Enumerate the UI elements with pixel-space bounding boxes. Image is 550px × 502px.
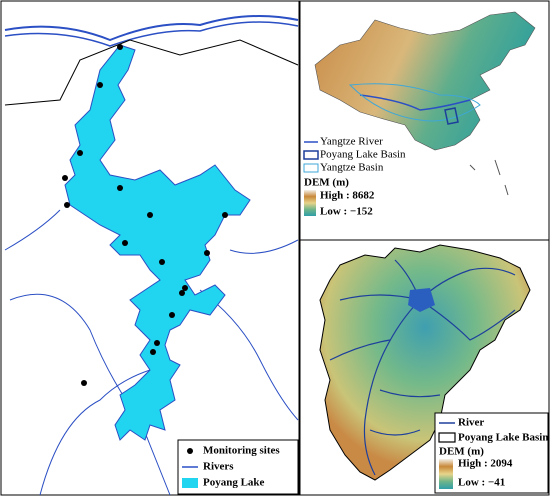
legend-label: Monitoring sites [203, 445, 280, 457]
site [64, 202, 70, 208]
river [369, 429, 421, 436]
site [117, 44, 123, 50]
river [419, 267, 516, 301]
legend-symbol [303, 163, 319, 173]
left-map: Monitoring sites Rivers Poyang Lake [0, 0, 300, 496]
river [329, 339, 391, 361]
site [150, 349, 156, 355]
site [117, 185, 123, 191]
river [199, 289, 299, 421]
river [419, 299, 516, 341]
poyang-lake [408, 288, 435, 312]
site [77, 150, 83, 156]
river [4, 15, 299, 42]
yangtze-basin [348, 83, 481, 122]
site [97, 82, 103, 88]
monitoring-sites [62, 44, 228, 386]
river [4, 209, 61, 251]
dem-ramp [304, 190, 316, 216]
river [363, 299, 421, 476]
boundary [4, 39, 299, 106]
dem-high: High : 2094 [458, 458, 513, 470]
site [122, 240, 128, 246]
dem-ramp [439, 459, 453, 489]
legend-label: Poyang Lake [203, 477, 265, 489]
site [159, 259, 165, 265]
site [81, 380, 87, 386]
river [39, 369, 151, 496]
bottom-right-legend: River Poyang Lake Basin DEM (m) High : 2… [434, 412, 549, 494]
dem-title: DEM (m) [304, 177, 349, 189]
dem-low: Low : −152 [320, 206, 373, 218]
legend-label: River [458, 417, 484, 429]
dem-high: High : 8682 [320, 190, 375, 202]
legend-label: Poyang Lake Basin [458, 432, 548, 444]
legend-symbol [182, 478, 198, 488]
river [229, 239, 299, 254]
legend-label: Poyang Lake Basin [320, 149, 406, 161]
site [204, 250, 210, 256]
site [154, 340, 160, 346]
legend-label: Yangtze River [320, 136, 383, 148]
islands [469, 159, 509, 196]
legend-box [434, 412, 549, 494]
river [9, 293, 171, 496]
china-dem [314, 11, 536, 151]
bottom-right-map: River Poyang Lake Basin DEM (m) High : 2… [299, 239, 550, 496]
site [62, 175, 68, 181]
legend-symbol [438, 432, 456, 443]
site [179, 290, 185, 296]
legend-symbol [303, 150, 319, 160]
top-right-map: Yangtze River Poyang Lake Basin Yangtze … [299, 0, 550, 241]
site [182, 285, 188, 291]
site [147, 212, 153, 218]
site [169, 312, 175, 318]
basin-outline [444, 107, 459, 125]
legend-label: Rivers [203, 461, 234, 473]
left-legend: Monitoring sites Rivers Poyang Lake [177, 439, 299, 495]
river [379, 389, 441, 398]
top-right-legend: Yangtze River Poyang Lake Basin Yangtze … [303, 136, 406, 218]
legend-label: Yangtze Basin [320, 162, 384, 174]
river [4, 21, 299, 47]
site [222, 212, 228, 218]
dem-low: Low : −41 [458, 477, 505, 489]
basin-dem [319, 244, 531, 481]
dem-title: DEM (m) [439, 446, 484, 458]
legend-symbol [187, 448, 193, 454]
yangtze-river [359, 94, 471, 111]
poyang-lake [64, 44, 251, 441]
